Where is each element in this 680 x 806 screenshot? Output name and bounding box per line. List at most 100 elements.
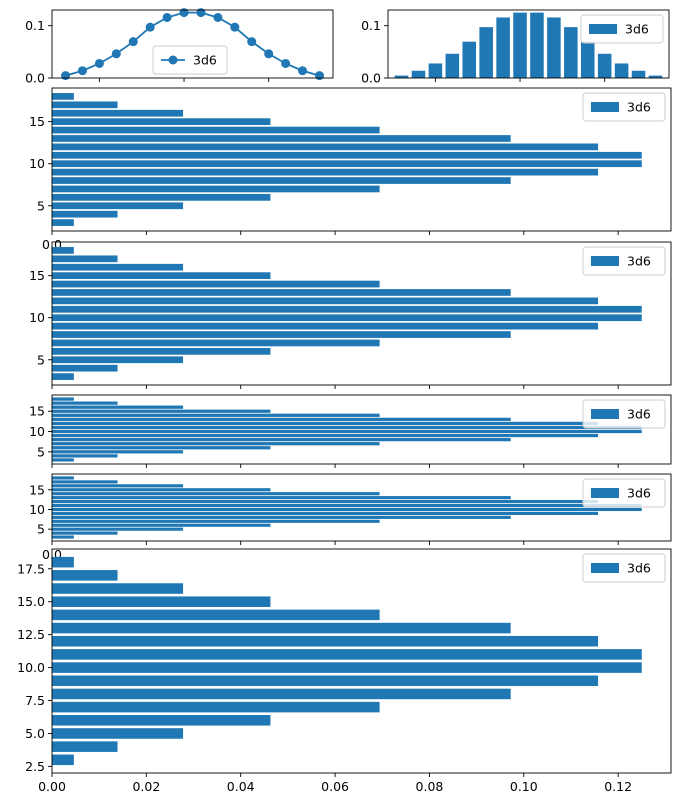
legend-box: [582, 92, 666, 122]
legend-box: [582, 478, 666, 508]
bar-5: [52, 728, 184, 739]
legend: 3d6: [582, 478, 666, 508]
y-tick-label: 0.1: [361, 18, 381, 33]
x-tick-label: 0.08: [416, 779, 444, 794]
axes-frame: [51, 473, 672, 542]
bar-16: [52, 263, 184, 271]
y-tick-label: 5: [37, 522, 45, 537]
bar-17: [52, 101, 118, 109]
bar-8: [52, 438, 511, 442]
bar-12: [52, 143, 599, 151]
bar-11: [530, 12, 544, 78]
legend-label: 3d6: [627, 254, 651, 269]
bar-6: [445, 53, 460, 78]
axes-frame: [51, 9, 334, 79]
bar-11: [52, 151, 642, 159]
bar-4: [52, 531, 118, 535]
bar-9: [52, 433, 599, 438]
legend-label: 3d6: [627, 100, 651, 115]
bar-7: [52, 185, 380, 193]
bar-14: [52, 280, 380, 288]
axes-frame: [51, 241, 672, 386]
x-tick-label: 0.00: [38, 779, 66, 794]
bar-3: [52, 535, 74, 539]
horizontal-bar-plot-3: 5 10 15 3d6: [29, 394, 672, 468]
bar-5: [52, 202, 184, 210]
legend-label: 3d6: [627, 486, 651, 501]
vertical-bar-plot: 0.0 0.1 3d6: [361, 9, 670, 86]
bar-4: [52, 364, 118, 372]
bar-7: [462, 41, 477, 78]
legend: 3d6: [582, 246, 666, 276]
point-3: [61, 71, 71, 81]
bar-4: [52, 210, 118, 218]
legend-swatch: [591, 488, 619, 498]
point-5: [94, 58, 104, 68]
bar-17: [52, 480, 118, 484]
bar-3: [52, 754, 74, 766]
bar-16: [52, 405, 184, 409]
horizontal-bar-plot-2: 5 10 15 3d6: [29, 241, 672, 389]
bar-8: [52, 177, 511, 184]
bar-16: [52, 583, 184, 594]
bar-7: [52, 701, 380, 713]
bar-9: [52, 675, 599, 687]
legend-label: 3d6: [193, 53, 217, 68]
point-15: [264, 49, 274, 59]
x-tick-label: 0.10: [510, 779, 538, 794]
bar-11: [52, 305, 642, 313]
bar-10: [52, 314, 642, 322]
bar-18: [52, 397, 74, 401]
bar-14: [52, 413, 380, 417]
y-tick-label: 10: [29, 424, 45, 439]
bar-9: [496, 17, 510, 79]
bar-6: [52, 193, 271, 201]
bar-9: [52, 511, 599, 515]
legend: 3d6: [152, 45, 228, 75]
y-tick-label: 17.5: [17, 561, 45, 576]
y-tick-label: 0.0: [25, 71, 45, 86]
series-line-3d6: [65, 11, 320, 77]
horizontal-bar-plot-5: 2.5 5.0 7.5 10.0 12.5 15.0 17.5 0.00 0.02 0.04 0.0…: [17, 548, 672, 794]
bar-16: [614, 63, 629, 78]
bar-7: [52, 519, 380, 523]
legend: 3d6: [580, 14, 664, 44]
point-9: [162, 12, 172, 22]
bar-6: [52, 715, 271, 726]
legend-box: [580, 14, 664, 44]
bar-10: [52, 662, 642, 673]
y-tick-label: 10: [29, 310, 45, 325]
legend-box: [582, 399, 666, 429]
x-tick-label: 0.04: [227, 779, 255, 794]
legend: 3d6: [582, 553, 666, 583]
axes-frame: [51, 394, 672, 465]
point-10: [179, 8, 189, 18]
bar-8: [52, 515, 511, 519]
bar-14: [52, 609, 380, 621]
x-tick-label: 0.12: [604, 779, 632, 794]
bar-17: [52, 255, 118, 263]
bar-4: [52, 454, 118, 458]
y-tick-label: 5: [37, 352, 45, 367]
bar-12: [52, 500, 599, 504]
bar-15: [52, 488, 271, 492]
y-tick-label: 15: [29, 114, 45, 129]
bar-12: [52, 635, 599, 647]
bar-5: [428, 63, 443, 78]
y-tick-label: 2.5: [25, 759, 45, 774]
y-tick-label: 15: [29, 268, 45, 283]
bar-17: [52, 570, 118, 581]
legend-box: [152, 45, 228, 75]
y-tick-label: 10: [29, 502, 45, 517]
y-tick-label: 10.0: [17, 660, 45, 675]
point-11: [196, 8, 206, 18]
y-tick-label: 12.5: [17, 627, 45, 642]
bar-13: [52, 622, 511, 634]
bar-18: [52, 93, 74, 100]
bar-14: [580, 41, 595, 78]
legend-swatch: [591, 102, 619, 112]
point-14: [247, 37, 257, 47]
bar-10: [513, 12, 527, 78]
